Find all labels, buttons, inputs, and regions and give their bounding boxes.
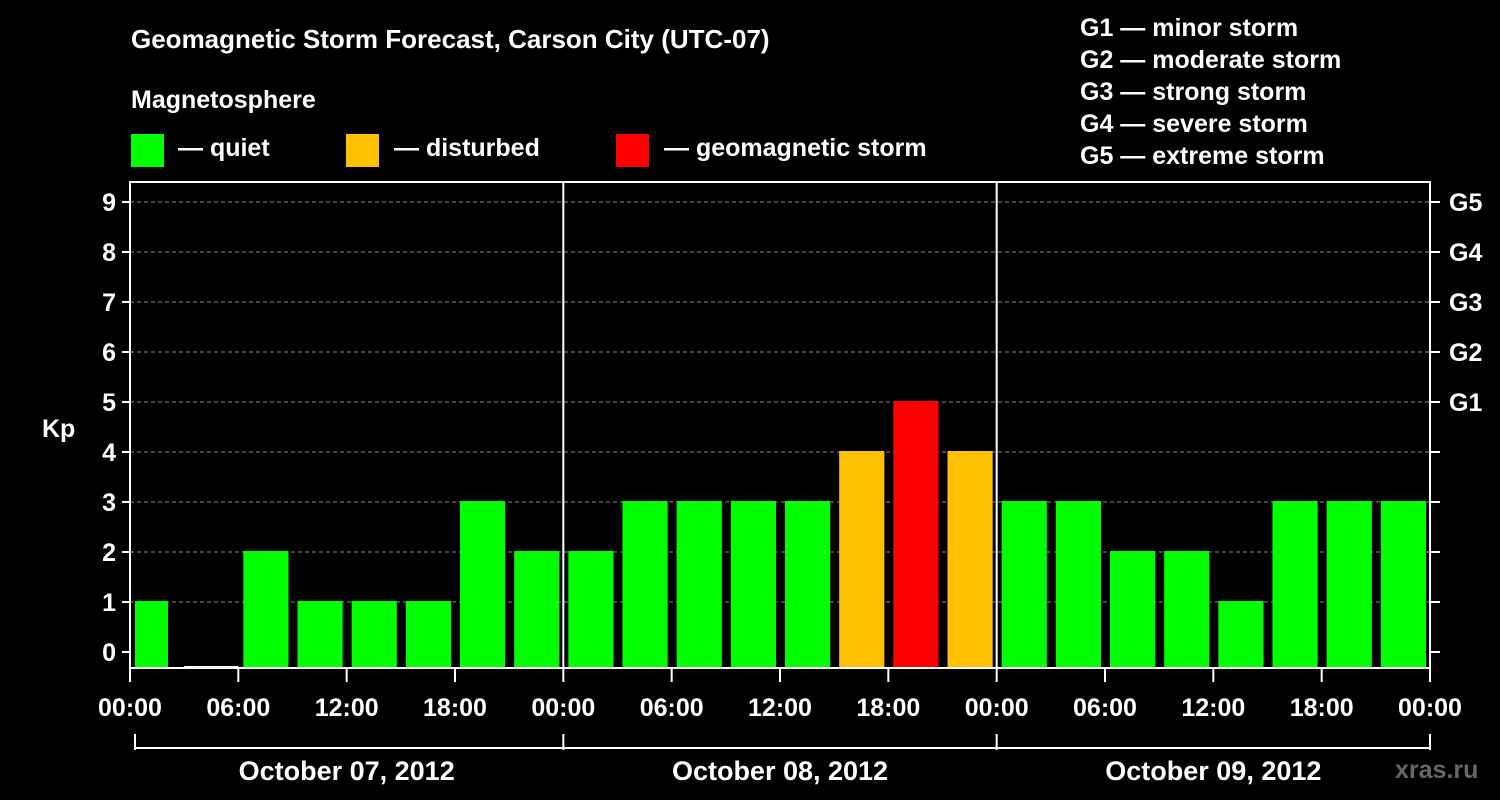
y-tick-label: 6 bbox=[102, 339, 116, 367]
g-level-label: G5 bbox=[1449, 189, 1482, 217]
x-tick-label: 12:00 bbox=[1181, 694, 1245, 722]
kp-bar bbox=[622, 501, 668, 668]
y-axis-label: Kp bbox=[42, 415, 75, 443]
kp-bar bbox=[1380, 501, 1426, 668]
kp-bar bbox=[1164, 551, 1210, 668]
y-tick-label: 9 bbox=[102, 189, 116, 217]
x-tick-label: 00:00 bbox=[1398, 694, 1462, 722]
kp-bar bbox=[893, 401, 939, 668]
kp-bar bbox=[785, 501, 831, 668]
x-tick-label: 18:00 bbox=[1290, 694, 1354, 722]
chart-title: Geomagnetic Storm Forecast, Carson City … bbox=[131, 24, 770, 54]
legend-heading: Magnetosphere bbox=[131, 86, 316, 114]
y-tick-label: 8 bbox=[102, 239, 116, 267]
g-scale-g3: G3 — strong storm bbox=[1080, 78, 1307, 106]
y-tick-label: 7 bbox=[102, 289, 116, 317]
g-scale-g4: G4 — severe storm bbox=[1080, 110, 1308, 138]
watermark: xras.ru bbox=[1395, 756, 1479, 784]
x-tick-label: 00:00 bbox=[531, 694, 595, 722]
g-scale-g2: G2 — moderate storm bbox=[1080, 46, 1342, 74]
x-tick-label: 00:00 bbox=[965, 694, 1029, 722]
kp-bar bbox=[568, 551, 614, 668]
kp-bar bbox=[514, 551, 560, 668]
kp-bar bbox=[405, 601, 451, 668]
x-tick-label: 18:00 bbox=[856, 694, 920, 722]
kp-bar bbox=[243, 551, 289, 668]
g-level-label: G1 bbox=[1449, 389, 1482, 417]
g-scale-g1: G1 — minor storm bbox=[1080, 14, 1299, 42]
day-label: October 07, 2012 bbox=[239, 756, 455, 786]
legend-label-disturbed: — disturbed bbox=[394, 134, 540, 162]
kp-bar bbox=[297, 601, 343, 668]
y-tick-label: 5 bbox=[102, 389, 116, 417]
kp-bar bbox=[730, 501, 776, 668]
legend-label-storm: — geomagnetic storm bbox=[664, 134, 927, 162]
g-level-label: G4 bbox=[1449, 239, 1482, 267]
g-level-label: G3 bbox=[1449, 289, 1482, 317]
x-tick-label: 12:00 bbox=[315, 694, 379, 722]
kp-bar bbox=[676, 501, 722, 668]
kp-bar bbox=[135, 601, 168, 668]
x-tick-label: 06:00 bbox=[206, 694, 270, 722]
kp-bar bbox=[1326, 501, 1372, 668]
g-scale-g5: G5 — extreme storm bbox=[1080, 142, 1325, 170]
kp-bar bbox=[351, 601, 397, 668]
y-tick-label: 1 bbox=[102, 589, 116, 617]
kp-bar bbox=[1001, 501, 1047, 668]
x-tick-label: 18:00 bbox=[423, 694, 487, 722]
kp-bar bbox=[1110, 551, 1156, 668]
y-tick-label: 4 bbox=[102, 439, 116, 467]
kp-bar bbox=[1218, 601, 1264, 668]
kp-bar bbox=[1272, 501, 1318, 668]
legend-label-quiet: — quiet bbox=[178, 134, 270, 162]
x-tick-label: 06:00 bbox=[640, 694, 704, 722]
legend-swatch-storm bbox=[616, 134, 649, 167]
day-label: October 09, 2012 bbox=[1105, 756, 1321, 786]
day-label: October 08, 2012 bbox=[672, 756, 888, 786]
plot-frame bbox=[129, 181, 1431, 669]
legend-swatch-quiet bbox=[131, 134, 164, 167]
kp-bar bbox=[460, 501, 506, 668]
legend-swatch-disturbed bbox=[346, 134, 379, 167]
y-tick-label: 3 bbox=[102, 489, 116, 517]
x-tick-label: 12:00 bbox=[748, 694, 812, 722]
x-tick-label: 06:00 bbox=[1073, 694, 1137, 722]
y-tick-label: 2 bbox=[102, 539, 116, 567]
g-level-label: G2 bbox=[1449, 339, 1482, 367]
x-tick-label: 00:00 bbox=[98, 694, 162, 722]
kp-bar bbox=[947, 451, 993, 668]
y-tick-label: 0 bbox=[102, 639, 116, 667]
kp-bar bbox=[839, 451, 885, 668]
kp-bar bbox=[1055, 501, 1101, 668]
